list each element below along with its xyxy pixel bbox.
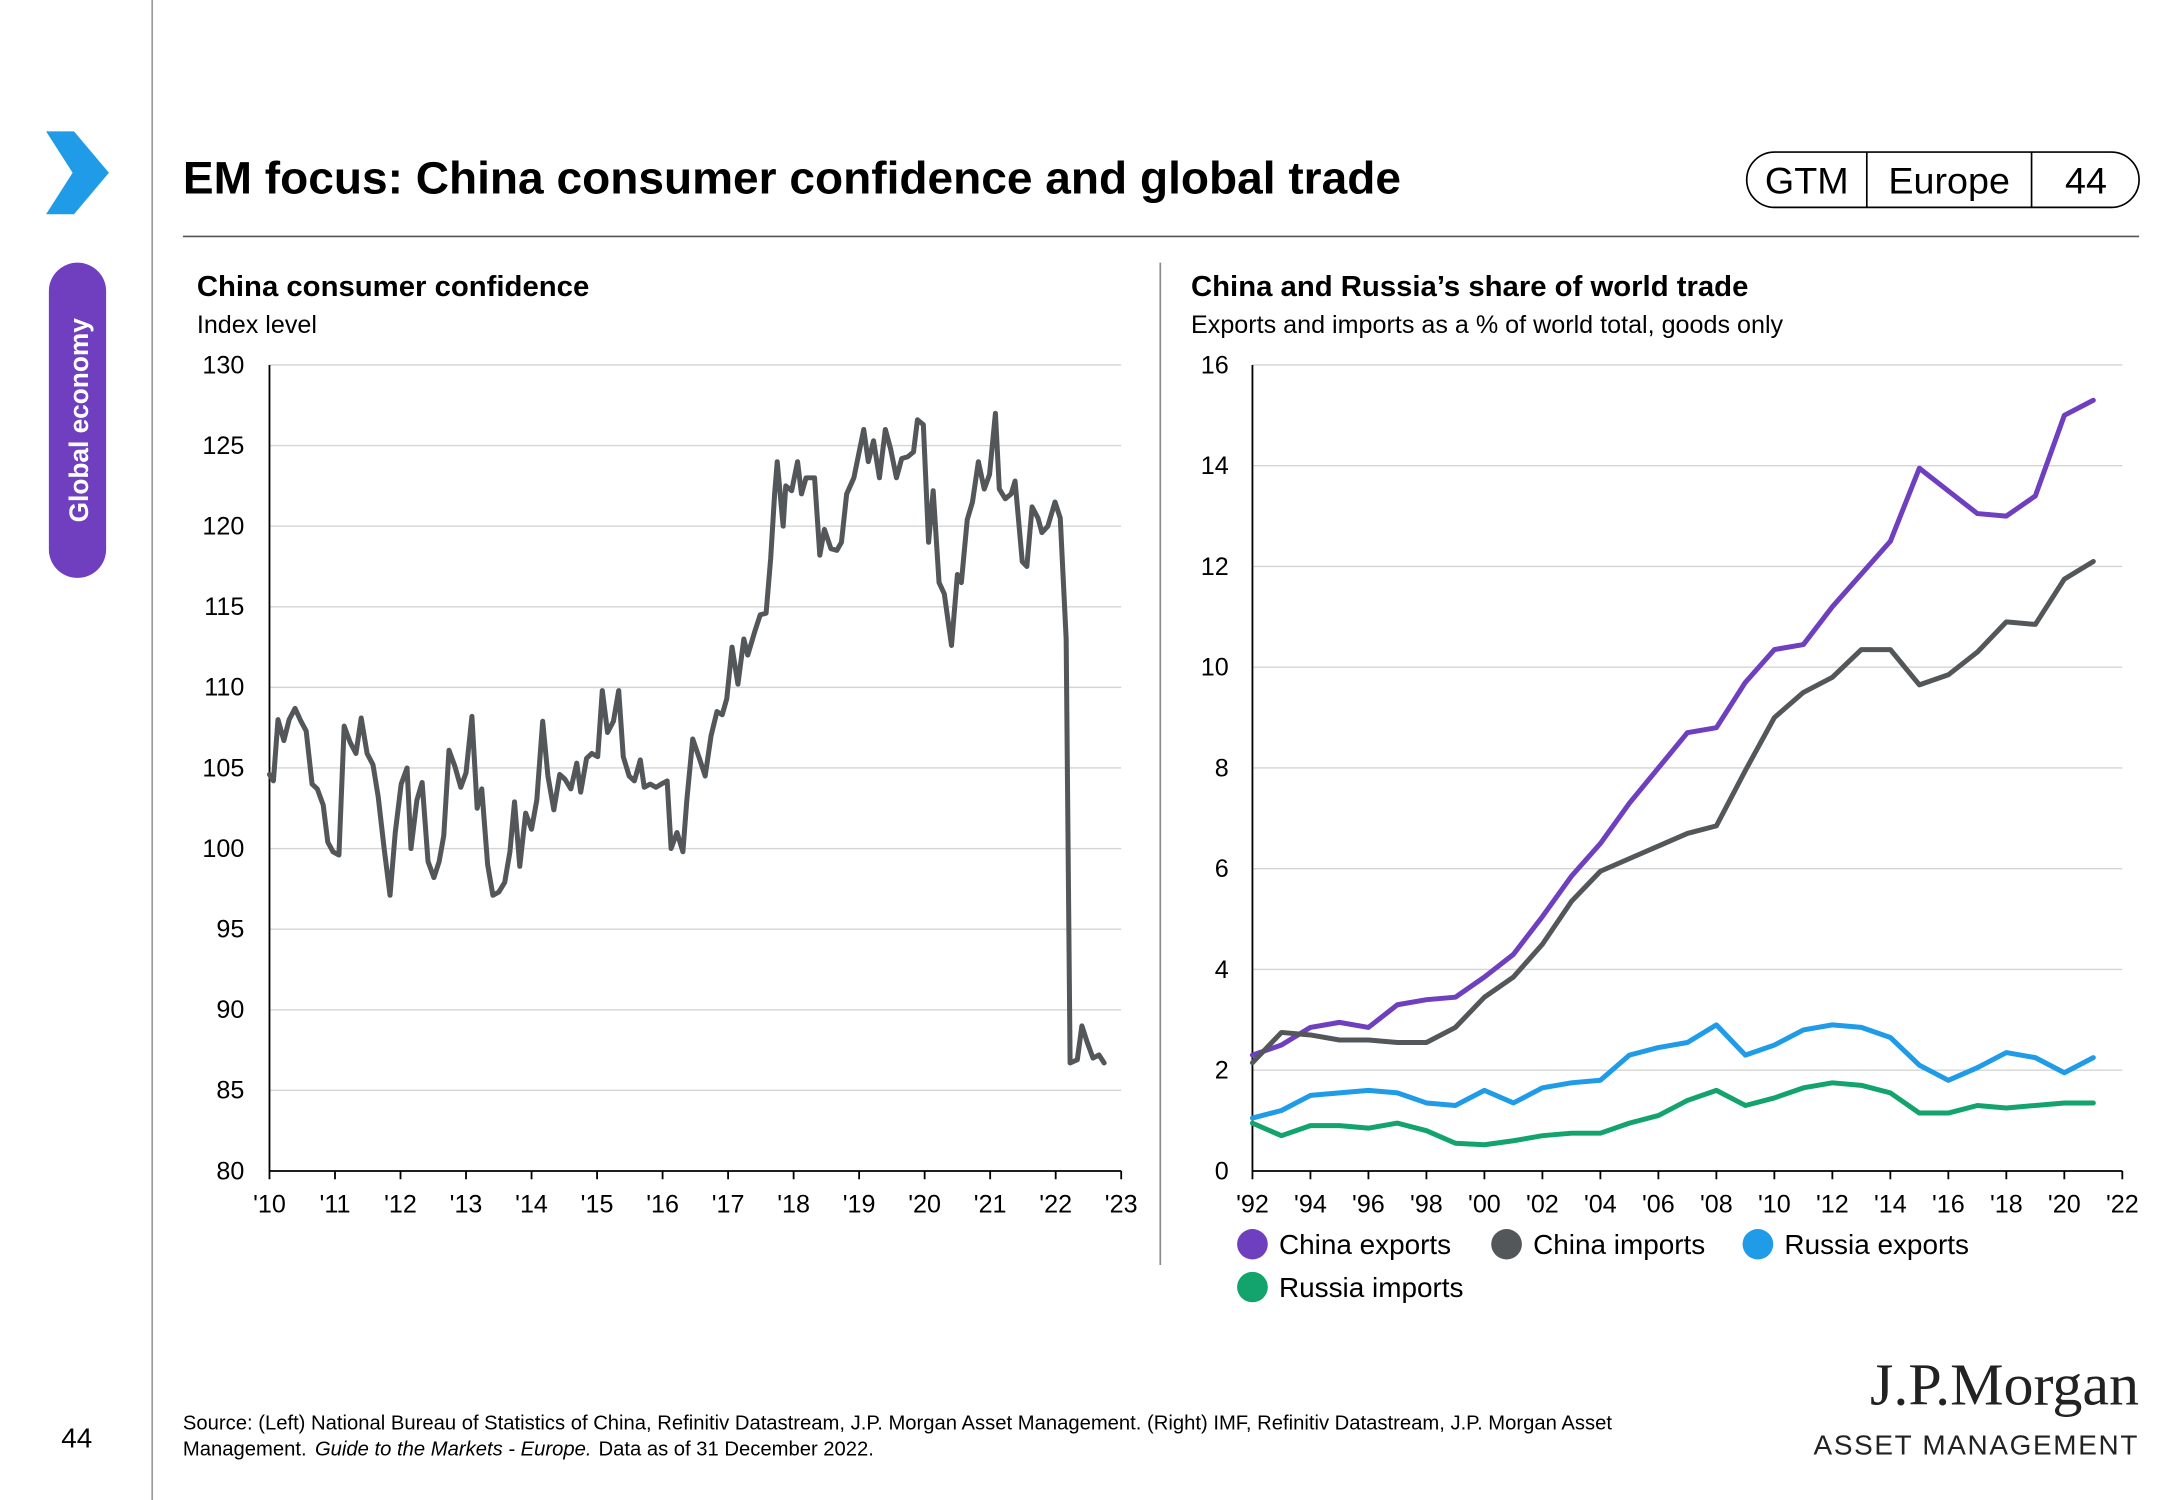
x-tick-label: '96 [1352, 1191, 1385, 1219]
y-tick-label: 120 [202, 513, 244, 541]
legend-label: Russia imports [1279, 1272, 1464, 1303]
page-number: 44 [61, 1423, 92, 1454]
x-tick-label: '14 [1874, 1191, 1907, 1219]
legend-label: China exports [1279, 1229, 1451, 1260]
y-tick-label: 80 [216, 1157, 244, 1185]
x-tick-label: '13 [450, 1191, 483, 1219]
x-tick-label: '14 [515, 1191, 548, 1219]
y-tick-label: 95 [216, 916, 244, 944]
line-series [1249, 1080, 2096, 1148]
x-tick-label: '94 [1294, 1191, 1327, 1219]
slide-title: EM focus: China consumer confidence and … [183, 153, 1401, 204]
legend-swatch [1237, 1229, 1268, 1260]
x-tick-label: '16 [1932, 1191, 1965, 1219]
y-tick-label: 4 [1215, 956, 1229, 984]
tag: GTM [1765, 160, 1849, 202]
x-tick-label: '92 [1236, 1191, 1269, 1219]
x-tick-label: '19 [843, 1191, 876, 1219]
x-tick-label: '17 [712, 1191, 745, 1219]
x-tick-label: '98 [1410, 1191, 1443, 1219]
y-tick-label: 6 [1215, 855, 1229, 883]
y-tick-label: 10 [1201, 654, 1229, 682]
line-series [266, 410, 1107, 1066]
y-tick-label: 110 [204, 674, 244, 702]
chart-title: China consumer confidence [197, 271, 589, 303]
tag: 44 [2065, 160, 2107, 202]
legend-label: China imports [1533, 1229, 1705, 1260]
line-series [1249, 1022, 2096, 1121]
logo-division: ASSET MANAGEMENT [1814, 1430, 2140, 1461]
x-tick-label: '18 [777, 1191, 810, 1219]
y-tick-label: 130 [202, 351, 244, 379]
x-tick-label: '18 [1990, 1191, 2023, 1219]
x-tick-label: '06 [1642, 1191, 1675, 1219]
x-tick-label: '11 [320, 1191, 351, 1219]
x-tick-label: '02 [1526, 1191, 1559, 1219]
y-tick-label: 0 [1215, 1157, 1229, 1185]
tag-pill [1745, 151, 2140, 209]
section-label: Global economy [64, 318, 94, 522]
source-publication: Guide to the Markets - Europe. [315, 1439, 592, 1461]
chevron-icon [46, 131, 109, 215]
section-pill [48, 262, 107, 578]
x-tick-label: '15 [581, 1191, 614, 1219]
y-tick-label: 85 [216, 1077, 244, 1105]
chart-subtitle: Exports and imports as a % of world tota… [1191, 311, 1784, 339]
source-note: Source: (Left) National Bureau of Statis… [183, 1413, 1612, 1435]
x-tick-label: '00 [1468, 1191, 1501, 1219]
y-tick-label: 90 [216, 996, 244, 1024]
legend-swatch [1742, 1229, 1774, 1260]
legend-swatch [1237, 1271, 1268, 1303]
x-tick-label: '10 [1758, 1191, 1791, 1219]
x-tick-label: '08 [1700, 1191, 1733, 1219]
x-tick-label: '23 [1105, 1191, 1138, 1219]
legend-swatch [1491, 1229, 1522, 1260]
source-text: Management. [183, 1439, 307, 1461]
x-tick-label: '12 [1816, 1191, 1849, 1219]
tag: Europe [1888, 160, 2010, 202]
y-tick-label: 115 [204, 593, 244, 621]
y-tick-label: 14 [1201, 452, 1229, 480]
y-tick-label: 105 [202, 754, 244, 782]
line-series [1249, 397, 2096, 1058]
x-tick-label: '22 [1039, 1191, 1072, 1219]
y-tick-label: 100 [202, 835, 244, 863]
x-tick-label: '20 [908, 1191, 941, 1219]
x-tick-label: '04 [1584, 1191, 1617, 1219]
line-series [1249, 558, 2096, 1066]
legend-label: Russia exports [1784, 1229, 1969, 1260]
x-tick-label: '21 [974, 1191, 1007, 1219]
source-note: Management. Guide to the Markets - Europe… [183, 1439, 874, 1461]
x-tick-label: '12 [384, 1191, 417, 1219]
x-tick-label: '22 [2106, 1191, 2139, 1219]
y-tick-label: 2 [1215, 1057, 1229, 1085]
y-tick-label: 16 [1201, 351, 1229, 379]
y-tick-label: 125 [202, 432, 244, 460]
source-text: Data as of 31 December 2022. [598, 1439, 873, 1461]
y-tick-label: 12 [1201, 553, 1229, 581]
chart-subtitle: Index level [197, 311, 317, 339]
logo-name: J.P.Morgan [1870, 1352, 2139, 1418]
chart-title: China and Russia’s share of world trade [1191, 271, 1748, 303]
x-tick-label: '20 [2048, 1191, 2081, 1219]
y-tick-label: 8 [1215, 754, 1229, 782]
x-tick-label: '10 [253, 1191, 286, 1219]
x-tick-label: '16 [646, 1191, 679, 1219]
